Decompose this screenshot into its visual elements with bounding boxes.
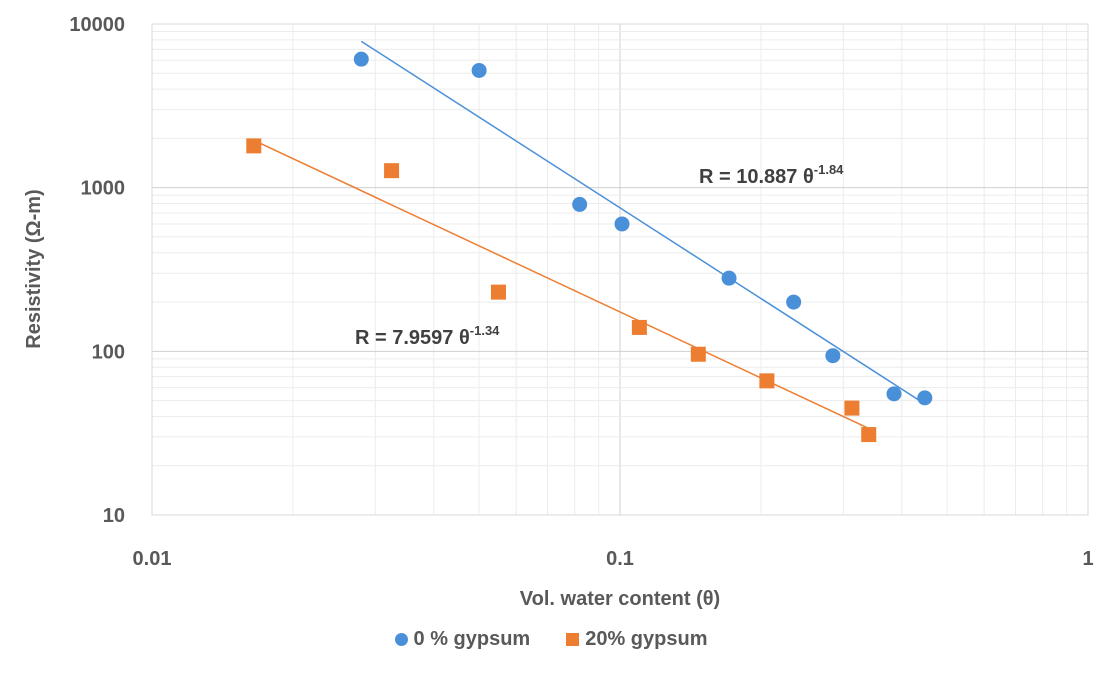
point-series-0 bbox=[917, 390, 933, 406]
tick-labels: 0.01 0.1 1 10 100 1000 10000 bbox=[69, 14, 1093, 570]
equation-0-gypsum-text: R = 10.887 θ bbox=[699, 166, 814, 188]
y-tick-label: 10 bbox=[103, 505, 125, 527]
point-series-0 bbox=[786, 294, 802, 310]
plot-area-border bbox=[151, 23, 1089, 516]
equation-20-gypsum-text: R = 7.9597 θ bbox=[355, 327, 470, 349]
x-tick-label: 0.01 bbox=[133, 548, 172, 570]
x-tick-label: 0.1 bbox=[606, 548, 634, 570]
data-points bbox=[246, 51, 933, 443]
point-series-0 bbox=[886, 386, 902, 402]
equation-0-gypsum: R = 10.887 θ-1.84 bbox=[699, 162, 844, 188]
equation-20-gypsum-exponent: -1.34 bbox=[470, 323, 500, 338]
point-series-0 bbox=[614, 216, 630, 232]
point-series-0 bbox=[825, 348, 841, 364]
trendlines bbox=[253, 40, 926, 430]
point-series-1 bbox=[246, 138, 262, 154]
point-series-0 bbox=[572, 196, 588, 212]
legend-item-20-gypsum: 20% gypsum bbox=[566, 628, 707, 651]
x-tick-label: 1 bbox=[1082, 548, 1093, 570]
legend-item-0-gypsum: 0 % gypsum bbox=[394, 628, 531, 651]
point-series-0 bbox=[721, 270, 737, 286]
y-axis-title: Resistivity (Ω-m) bbox=[23, 189, 45, 348]
legend-label-20-gypsum: 20% gypsum bbox=[585, 628, 708, 650]
point-series-1 bbox=[490, 284, 506, 300]
resistivity-chart: 0.01 0.1 1 10 100 1000 10000 Vol. water conten… bbox=[23, 14, 1094, 610]
point-series-1 bbox=[861, 427, 877, 443]
y-tick-label: 10000 bbox=[69, 14, 125, 36]
point-series-1 bbox=[384, 163, 400, 179]
square-marker-icon bbox=[566, 633, 580, 646]
trendline-series-0 bbox=[360, 40, 926, 405]
point-series-1 bbox=[631, 319, 647, 335]
legend: 0 % gypsum 20% gypsum bbox=[0, 628, 1102, 651]
x-axis-title: Vol. water content (θ) bbox=[520, 588, 720, 610]
point-series-1 bbox=[690, 346, 706, 362]
y-tick-label: 100 bbox=[92, 341, 125, 363]
y-tick-label: 1000 bbox=[81, 178, 126, 200]
equation-0-gypsum-exponent: -1.84 bbox=[814, 162, 844, 177]
point-series-0 bbox=[353, 51, 369, 67]
gridlines bbox=[151, 23, 1089, 516]
equation-20-gypsum: R = 7.9597 θ-1.34 bbox=[355, 323, 500, 349]
circle-marker-icon bbox=[394, 633, 408, 646]
point-series-1 bbox=[844, 400, 860, 416]
point-series-0 bbox=[471, 62, 487, 78]
legend-label-0-gypsum: 0 % gypsum bbox=[413, 628, 531, 650]
point-series-1 bbox=[759, 373, 775, 389]
